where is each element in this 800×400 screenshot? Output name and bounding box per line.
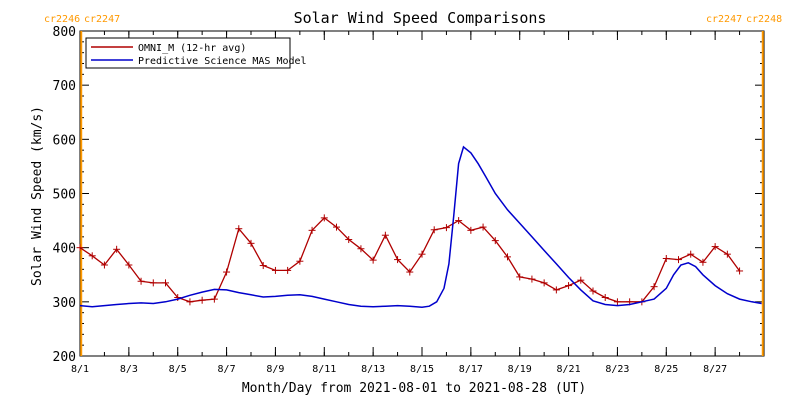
- data-point-omni: [100, 261, 108, 269]
- data-point-omni: [723, 250, 731, 258]
- data-point-omni: [394, 256, 402, 264]
- x-tick-label: 8/13: [361, 364, 385, 375]
- data-point-omni: [333, 223, 340, 231]
- data-point-omni: [357, 245, 365, 253]
- data-point-omni: [540, 279, 548, 287]
- data-point-omni: [455, 217, 463, 225]
- cr-label-left-1: cr2246: [44, 14, 80, 25]
- data-point-omni: [565, 282, 573, 290]
- y-tick-label: 400: [53, 242, 76, 257]
- data-point-omni: [345, 236, 353, 244]
- data-point-omni: [479, 223, 487, 231]
- y-axis-label: Solar Wind Speed (km/s): [30, 106, 45, 286]
- x-tick-label: 8/25: [654, 364, 678, 375]
- data-point-omni: [406, 268, 414, 276]
- legend: OMNI_M (12-hr avg) Predictive Science MA…: [85, 37, 307, 69]
- chart-title: Solar Wind Speed Comparisons: [294, 9, 547, 27]
- axis-ticks: 200 300 400 500 600 700 800 8/1 8/3 8/5 8/7 8/9 8/11…: [53, 25, 765, 375]
- x-tick-label: 8/7: [218, 364, 236, 375]
- data-point-omni: [430, 226, 438, 234]
- data-point-omni: [137, 277, 145, 285]
- data-point-omni: [271, 266, 279, 274]
- data-point-omni: [308, 226, 316, 234]
- x-axis-label: Month/Day from 2021-08-01 to 2021-08-28 …: [242, 381, 586, 396]
- data-point-omni: [418, 250, 426, 258]
- legend-label-omni: OMNI_M (12-hr avg): [138, 43, 246, 54]
- x-tick-label: 8/5: [169, 364, 187, 375]
- series-line-mas: [79, 145, 762, 309]
- data-point-omni: [601, 294, 609, 301]
- data-point-omni: [88, 252, 96, 260]
- data-point-omni: [320, 214, 328, 222]
- data-point-omni: [516, 273, 524, 281]
- data-point-omni: [235, 225, 243, 233]
- y-tick-label: 500: [53, 188, 76, 203]
- data-point-omni: [442, 224, 450, 232]
- x-tick-label: 8/15: [410, 364, 434, 375]
- y-tick-label: 300: [53, 296, 76, 311]
- y-tick-label: 200: [53, 350, 76, 365]
- data-point-omni: [662, 255, 670, 262]
- data-point-omni: [589, 287, 597, 295]
- data-point-omni: [113, 245, 121, 253]
- data-point-omni: [736, 267, 744, 275]
- data-point-omni: [210, 295, 218, 303]
- x-tick-label: 8/1: [71, 364, 89, 375]
- y-tick-label: 800: [53, 25, 76, 40]
- cr-label-right-1: cr2247: [706, 14, 742, 25]
- y-tick-label: 700: [53, 79, 76, 94]
- data-point-omni: [296, 257, 304, 265]
- legend-label-mas: Predictive Science MAS Model: [138, 56, 307, 67]
- data-point-omni: [699, 258, 707, 266]
- data-point-omni: [186, 298, 194, 306]
- data-point-omni: [76, 244, 84, 252]
- cr-label-right-2: cr2248: [746, 14, 782, 25]
- legend-box: [85, 37, 291, 69]
- carrington-markers: [80, 31, 764, 356]
- data-point-omni: [247, 239, 255, 247]
- x-tick-label: 8/3: [120, 364, 138, 375]
- x-tick-label: 8/27: [703, 364, 727, 375]
- data-point-omni: [491, 237, 499, 245]
- series-line-omni: [79, 217, 741, 303]
- data-point-omni: [613, 298, 621, 306]
- y-tick-label: 600: [53, 133, 76, 148]
- x-tick-label: 8/23: [605, 364, 629, 375]
- x-tick-label: 8/11: [312, 364, 336, 375]
- data-point-omni: [552, 286, 560, 294]
- data-point-omni: [223, 268, 231, 276]
- x-tick-label: 8/17: [459, 364, 483, 375]
- x-tick-label: 8/9: [266, 364, 284, 375]
- data-point-omni: [381, 231, 389, 239]
- data-point-omni: [162, 279, 169, 287]
- data-point-omni: [711, 243, 719, 251]
- x-tick-label: 8/21: [557, 364, 581, 375]
- data-point-omni: [467, 226, 475, 234]
- series-layer: [76, 145, 762, 309]
- cr-label-left-2: cr2247: [84, 14, 120, 25]
- data-point-omni: [259, 262, 267, 270]
- data-point-omni: [369, 256, 377, 264]
- data-point-omni: [149, 279, 157, 287]
- data-point-omni: [198, 296, 206, 304]
- data-point-omni: [675, 256, 682, 264]
- data-point-omni: [577, 276, 585, 284]
- data-point-omni: [650, 283, 658, 291]
- x-tick-label: 8/19: [508, 364, 532, 375]
- data-point-omni: [284, 266, 292, 274]
- data-point-omni: [125, 261, 133, 269]
- data-point-omni: [504, 253, 511, 261]
- data-point-omni: [528, 275, 536, 283]
- data-point-omni: [687, 250, 695, 258]
